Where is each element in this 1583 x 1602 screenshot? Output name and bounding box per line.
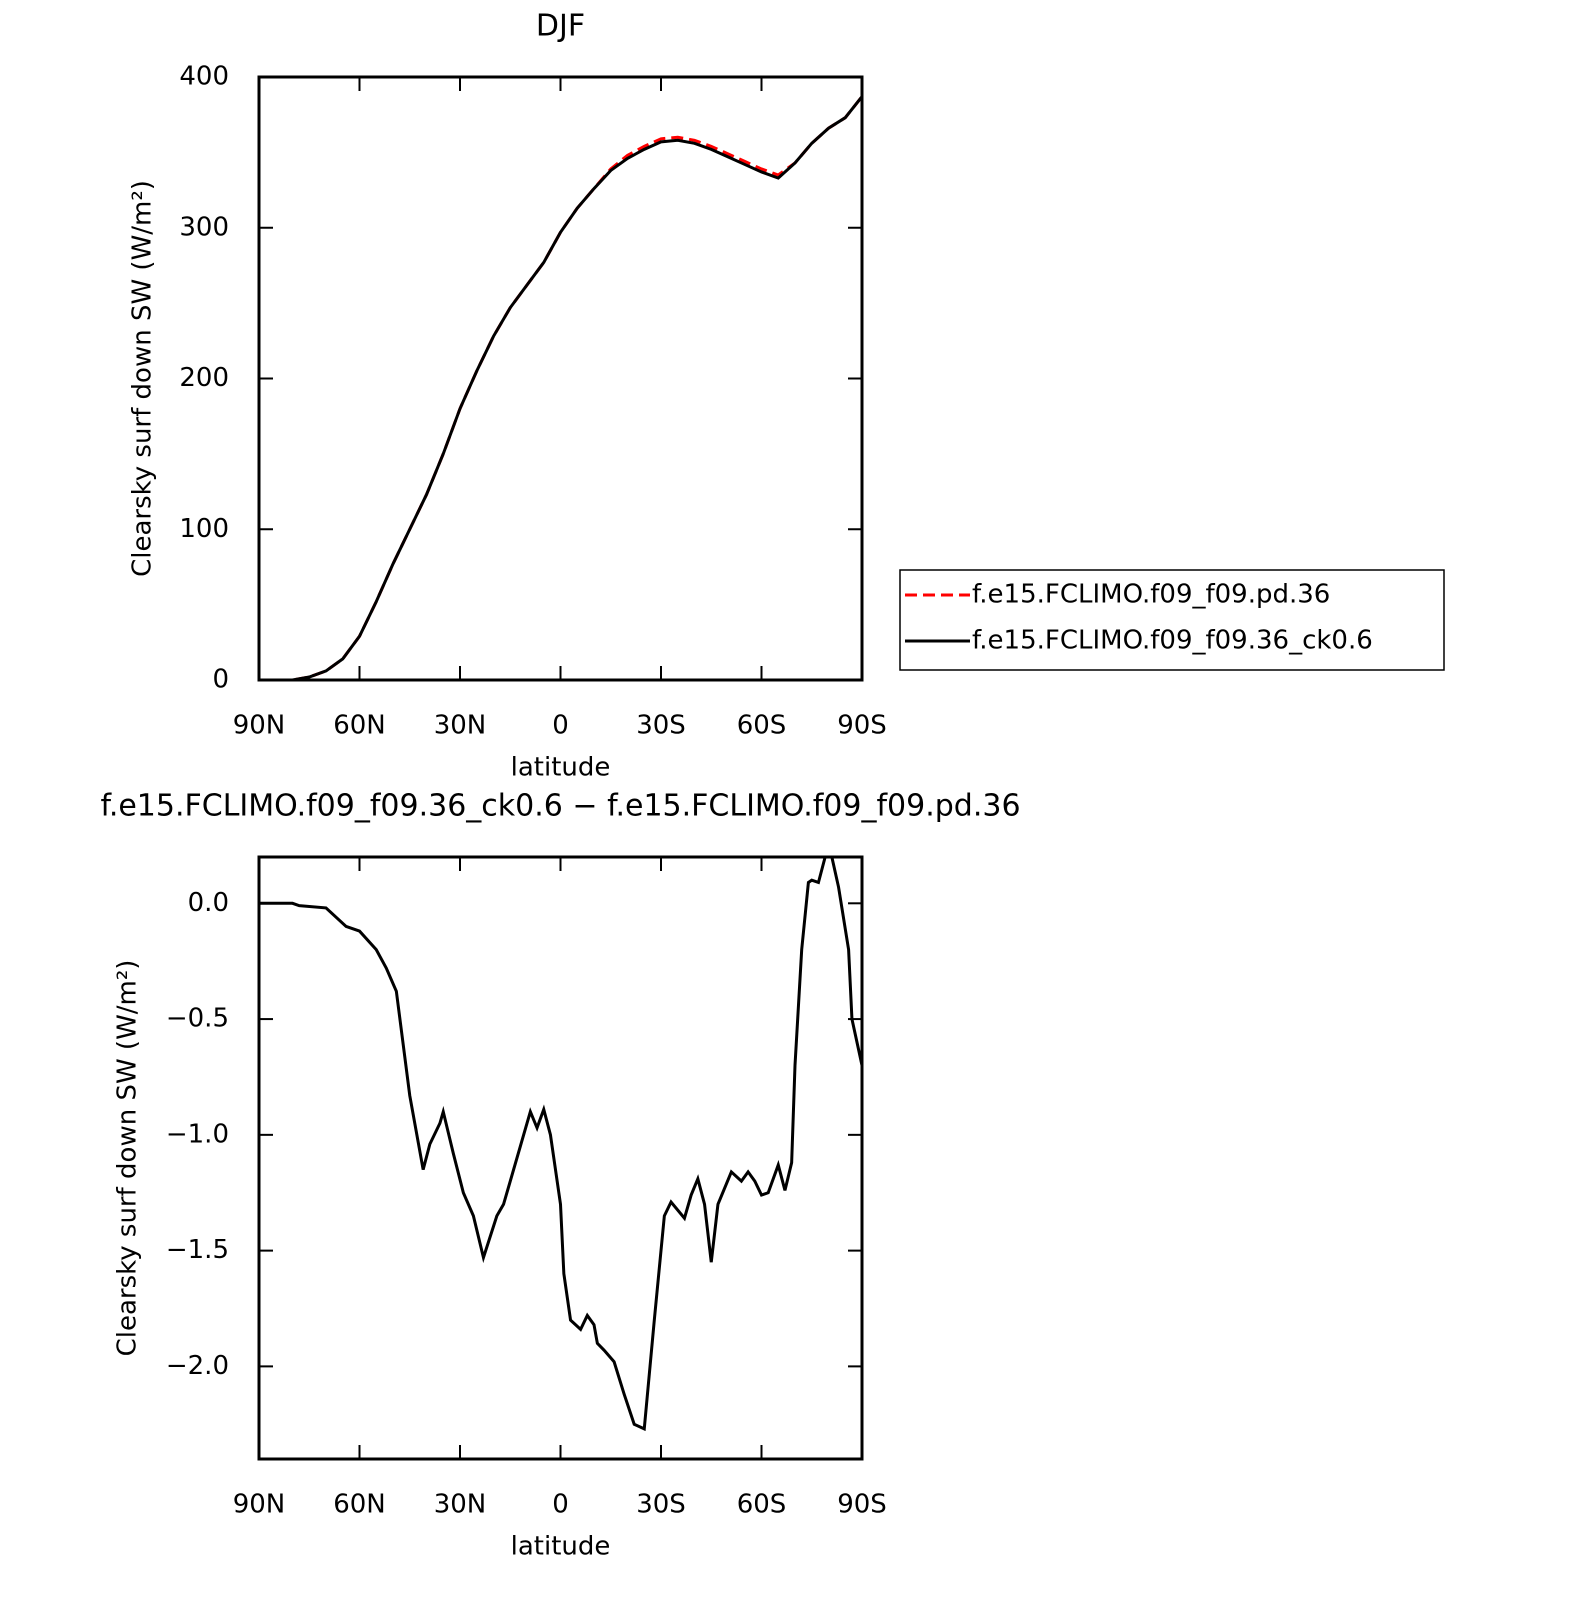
x-tick-label: 0 <box>552 711 569 741</box>
chart-title: DJF <box>536 9 585 44</box>
legend-box <box>899 569 1445 671</box>
y-axis-label: Clearsky surf down SW (W/m²) <box>113 960 143 1357</box>
y-axis-label: Clearsky surf down SW (W/m²) <box>128 180 158 577</box>
x-tick-label: 30N <box>434 711 487 741</box>
x-tick-label: 90S <box>837 1490 887 1520</box>
x-tick-label: 90S <box>837 711 887 741</box>
plot-frame <box>257 855 864 1461</box>
data-line <box>259 95 864 682</box>
x-tick-label: 0 <box>552 1490 569 1520</box>
y-tick-label: 300 <box>179 212 229 242</box>
x-tick-label: 60S <box>737 711 787 741</box>
y-tick-label: 200 <box>179 363 229 393</box>
x-tick-label: 60S <box>737 1490 787 1520</box>
y-tick-label: 0 <box>212 665 229 695</box>
x-axis-label: latitude <box>511 1532 611 1562</box>
legend-label: f.e15.FCLIMO.f09_f09.pd.36 <box>972 580 1330 610</box>
y-tick-label: 400 <box>179 62 229 92</box>
x-tick-label: 90N <box>233 1490 286 1520</box>
x-tick-label: 90N <box>233 711 286 741</box>
y-tick-label: 100 <box>179 514 229 544</box>
legend-label: f.e15.FCLIMO.f09_f09.36_ck0.6 <box>972 626 1373 656</box>
y-tick-label: −1.0 <box>166 1119 229 1149</box>
x-tick-label: 30S <box>636 1490 686 1520</box>
y-tick-label: −2.0 <box>166 1351 229 1381</box>
data-line <box>259 95 864 682</box>
plot-frame <box>257 75 864 682</box>
x-tick-label: 60N <box>333 1490 386 1520</box>
data-line <box>259 855 864 1432</box>
x-tick-label: 30N <box>434 1490 487 1520</box>
x-axis-label: latitude <box>511 753 611 783</box>
chart-title: f.e15.FCLIMO.f09_f09.36_ck0.6 − f.e15.FC… <box>100 789 1020 824</box>
x-tick-label: 30S <box>636 711 686 741</box>
y-tick-label: −0.5 <box>166 1004 229 1034</box>
y-tick-label: 0.0 <box>188 888 229 918</box>
x-tick-label: 60N <box>333 711 386 741</box>
y-tick-label: −1.5 <box>166 1235 229 1265</box>
